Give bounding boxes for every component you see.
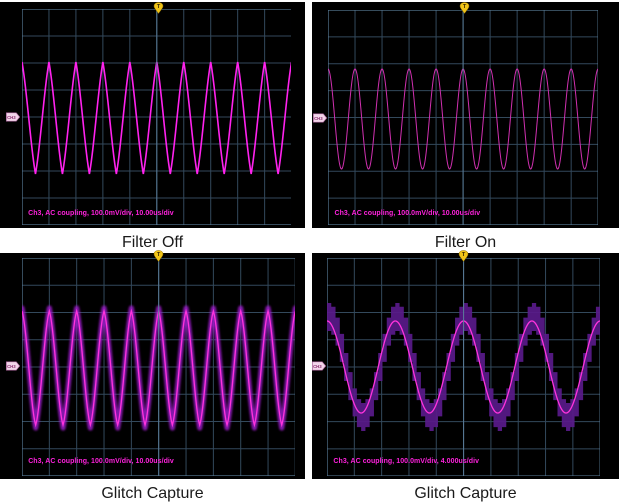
svg-text:CH3: CH3	[7, 364, 16, 369]
svg-text:CH3: CH3	[314, 116, 323, 121]
svg-text:CH3: CH3	[313, 364, 322, 369]
svg-text:CH3: CH3	[7, 115, 16, 120]
